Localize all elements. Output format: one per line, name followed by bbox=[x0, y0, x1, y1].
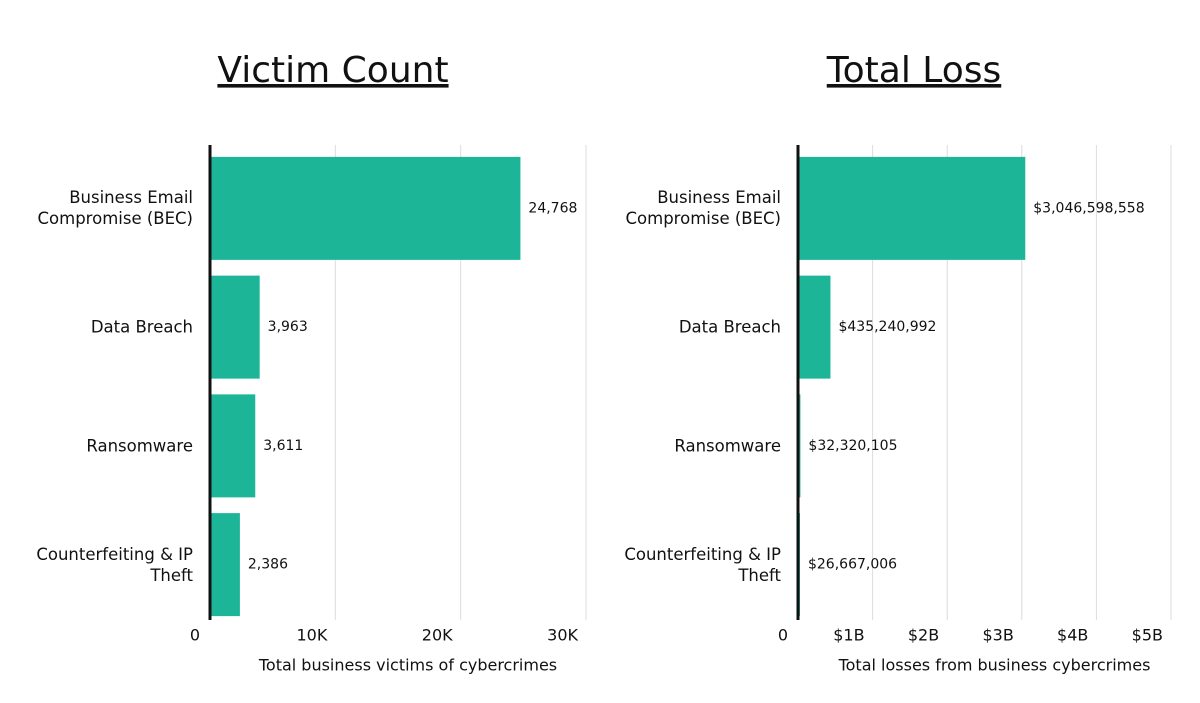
category-label: Data Breach bbox=[678, 317, 781, 337]
bar bbox=[210, 394, 256, 498]
x-tick-label: $2B bbox=[908, 626, 939, 645]
chart-title: Total Loss bbox=[826, 50, 1001, 91]
x-tick-label: 0 bbox=[190, 626, 200, 645]
category-label: Business Email Compromise (BEC) bbox=[625, 188, 781, 229]
value-label: 3,963 bbox=[268, 319, 308, 335]
value-label: 2,386 bbox=[248, 557, 288, 573]
x-tick-label: $5B bbox=[1132, 626, 1163, 645]
bar bbox=[210, 513, 240, 617]
category-label: Ransomware bbox=[674, 436, 781, 456]
bar bbox=[210, 275, 260, 379]
value-label: 24,768 bbox=[528, 200, 577, 216]
category-label: Ransomware bbox=[86, 436, 193, 456]
value-label: $435,240,992 bbox=[838, 319, 936, 335]
value-label: $26,667,006 bbox=[808, 557, 897, 573]
x-axis-label: Total business victims of cybercrimes bbox=[258, 656, 557, 675]
category-label: Counterfeiting & IP Theft bbox=[624, 544, 781, 585]
x-tick-label: $3B bbox=[982, 626, 1013, 645]
x-tick-label: 10K bbox=[296, 626, 327, 645]
x-tick-label: 20K bbox=[422, 626, 453, 645]
bar bbox=[798, 275, 831, 379]
x-axis-label: Total losses from business cybercrimes bbox=[838, 656, 1151, 675]
value-label: $32,320,105 bbox=[808, 438, 897, 454]
value-label: $3,046,598,558 bbox=[1033, 200, 1144, 216]
bar bbox=[798, 156, 1026, 260]
x-tick-label: 0 bbox=[778, 626, 788, 645]
category-label: Business Email Compromise (BEC) bbox=[37, 188, 193, 229]
x-tick-label: $1B bbox=[833, 626, 864, 645]
x-tick-label: 30K bbox=[547, 626, 578, 645]
value-label: 3,611 bbox=[263, 438, 303, 454]
x-tick-label: $4B bbox=[1057, 626, 1088, 645]
bar bbox=[210, 156, 521, 260]
category-label: Counterfeiting & IP Theft bbox=[36, 544, 193, 585]
chart-title: Victim Count bbox=[217, 50, 448, 91]
category-label: Data Breach bbox=[90, 317, 193, 337]
